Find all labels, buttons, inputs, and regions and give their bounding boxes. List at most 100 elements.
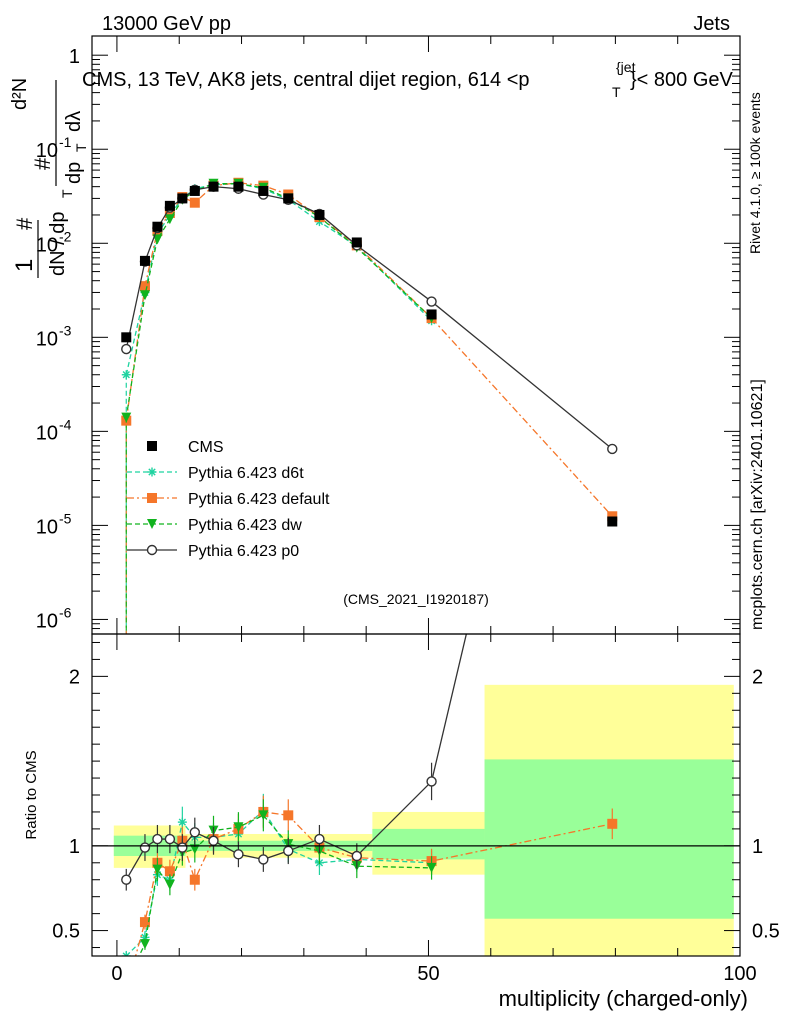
ratio-ytick-label-right: 1 bbox=[752, 836, 763, 858]
main-point-cms bbox=[233, 181, 244, 192]
main-ytick-label: 10 bbox=[36, 610, 58, 632]
ratio-ytick-label: 2 bbox=[69, 666, 80, 688]
main-point-pythia-6-423-p0 bbox=[607, 443, 618, 455]
ratio-point-pythia-6-423-default bbox=[164, 866, 175, 877]
mcplots-label: mcplots.cern.ch [arXiv:2401.10621] bbox=[749, 379, 766, 630]
ratio-ytick-label-right: 2 bbox=[752, 666, 763, 688]
star-stroke bbox=[148, 468, 156, 476]
ratio-series-layer bbox=[121, 11, 618, 986]
legend-marker-pythia-6-423-d6t bbox=[147, 467, 157, 477]
main-point-cms bbox=[258, 185, 269, 196]
main-point-cms bbox=[139, 255, 150, 266]
ratio-ylabel: Ratio to CMS bbox=[23, 750, 40, 839]
ratio-point-pythia-6-423-p0 bbox=[258, 854, 269, 865]
main-line-pythia-6-423-p0 bbox=[125, 186, 613, 450]
svg-text:CMS, 13 TeV, AK8 jets, central: CMS, 13 TeV, AK8 jets, central dijet reg… bbox=[82, 69, 530, 91]
main-ytick-label: 1 bbox=[69, 46, 80, 68]
ratio-point-pythia-6-423-p0 bbox=[351, 850, 363, 862]
main-point-cms bbox=[283, 193, 294, 204]
ylabel-one: 1 bbox=[11, 259, 38, 272]
x-tick-label: 100 bbox=[723, 963, 756, 985]
star-stroke bbox=[178, 818, 187, 826]
main-point-pythia-6-423-default bbox=[607, 511, 618, 522]
ratio-point-pythia-6-423-dw bbox=[189, 844, 200, 855]
ratio-line-pythia-6-423-default bbox=[134, 811, 613, 956]
ratio-point-pythia-6-423-dw bbox=[426, 862, 437, 873]
rivet-label: Rivet 4.1.0, ≥ 100k events bbox=[747, 92, 763, 254]
ratio-point-pythia-6-423-dw bbox=[121, 976, 131, 986]
title-tail: }< 800 GeV bbox=[630, 69, 734, 91]
ratio-point-pythia-6-423-default bbox=[189, 874, 200, 885]
header-left: 13000 GeV pp bbox=[102, 13, 231, 35]
ratio-point-pythia-6-423-dw bbox=[139, 939, 150, 950]
main-point-cms bbox=[121, 332, 132, 343]
title-sup: {jet bbox=[616, 59, 636, 75]
ratio-point-pythia-6-423-default bbox=[607, 818, 618, 829]
main-ytick-label-exp: -4 bbox=[59, 416, 72, 432]
ylabel-dpt: dp bbox=[63, 162, 85, 184]
band-green-3 bbox=[484, 759, 734, 919]
ratio-point-pythia-6-423-p0 bbox=[283, 845, 294, 857]
main-point-cms bbox=[189, 185, 200, 196]
analysis-watermark: (CMS_2021_I1920187) bbox=[343, 591, 489, 607]
x-axis-label: multiplicity (charged-only) bbox=[499, 986, 748, 1011]
ratio-point-pythia-6-423-p0 bbox=[426, 776, 437, 787]
ratio-point-pythia-6-423-default bbox=[139, 917, 150, 928]
star-stroke bbox=[122, 371, 130, 379]
legend: CMS Pythia 6.423 d6t Pythia 6.423 default P… bbox=[127, 439, 330, 560]
main-ytick-label: 10 bbox=[36, 140, 58, 162]
main-point-pythia-6-423-dw bbox=[164, 214, 175, 225]
main-point-cms bbox=[426, 309, 437, 320]
ratio-point-pythia-6-423-p0 bbox=[164, 833, 176, 845]
ratio-ytick-label-right: 0.5 bbox=[752, 921, 780, 943]
legend-label-cms: CMS bbox=[188, 439, 224, 456]
legend-marker-cms bbox=[147, 441, 157, 451]
main-series-layer bbox=[121, 177, 618, 634]
ratio-point-pythia-6-423-d6t bbox=[177, 817, 187, 827]
ratio-ytick-label: 1 bbox=[69, 836, 80, 858]
main-ytick-label: 10 bbox=[36, 516, 58, 538]
title-sub: T bbox=[612, 84, 621, 100]
ratio-point-pythia-6-423-dw bbox=[258, 810, 269, 821]
main-point-cms bbox=[164, 200, 175, 211]
ylabel-dlambda: dλ bbox=[63, 111, 85, 132]
main-point-cms bbox=[607, 516, 618, 527]
x-tick-label: 0 bbox=[111, 963, 122, 985]
star-stroke bbox=[122, 952, 128, 956]
main-point-cms bbox=[152, 221, 163, 232]
main-ytick-label-exp: -2 bbox=[59, 228, 72, 244]
ylabel-hash-left: # bbox=[12, 217, 37, 230]
legend-marker-pythia-6-423-dw bbox=[147, 519, 157, 529]
header-right: Jets bbox=[693, 13, 730, 35]
ylabel-dn-dpt-sub: T bbox=[59, 189, 75, 198]
ratio-point-pythia-6-423-default bbox=[283, 810, 294, 821]
ylabel-d2n: d²N bbox=[9, 78, 31, 110]
main-point-cms bbox=[314, 209, 325, 220]
main-point-pythia-6-423-dw bbox=[121, 412, 132, 423]
plot-title: CMS, 13 TeV, AK8 jets, central dijet reg… bbox=[82, 59, 734, 100]
main-ytick-label-exp: -5 bbox=[59, 510, 72, 526]
ylabel-dpt-sub: T bbox=[73, 143, 89, 152]
title-main: CMS, 13 TeV, AK8 jets, central dijet reg… bbox=[82, 69, 530, 91]
main-ytick-label: 10 bbox=[36, 422, 58, 444]
ratio-point-pythia-6-423-d6t bbox=[121, 951, 131, 956]
legend-label-pythia-6-423-default: Pythia 6.423 default bbox=[188, 491, 330, 508]
ratio-point-pythia-6-423-p0 bbox=[121, 874, 132, 885]
legend-marker-pythia-6-423-default bbox=[147, 493, 157, 503]
main-point-pythia-6-423-d6t bbox=[121, 370, 131, 380]
ratio-point-pythia-6-423-p0 bbox=[608, 11, 617, 20]
x-tick-label: 50 bbox=[417, 963, 439, 985]
star-stroke bbox=[125, 952, 130, 956]
main-point-cms bbox=[177, 193, 188, 204]
main-point-pythia-6-423-p0 bbox=[426, 296, 437, 307]
ratio-point-pythia-6-423-p0 bbox=[233, 849, 244, 860]
ratio-point-pythia-6-423-p0 bbox=[177, 842, 188, 853]
ratio-point-pythia-6-423-p0 bbox=[152, 833, 163, 845]
ratio-point-pythia-6-423-dw bbox=[152, 864, 163, 875]
ratio-point-pythia-6-423-p0 bbox=[139, 842, 151, 853]
band-green-2 bbox=[372, 828, 485, 860]
main-point-pythia-6-423-dw bbox=[152, 234, 163, 245]
ratio-point-pythia-6-423-dw bbox=[233, 822, 244, 833]
